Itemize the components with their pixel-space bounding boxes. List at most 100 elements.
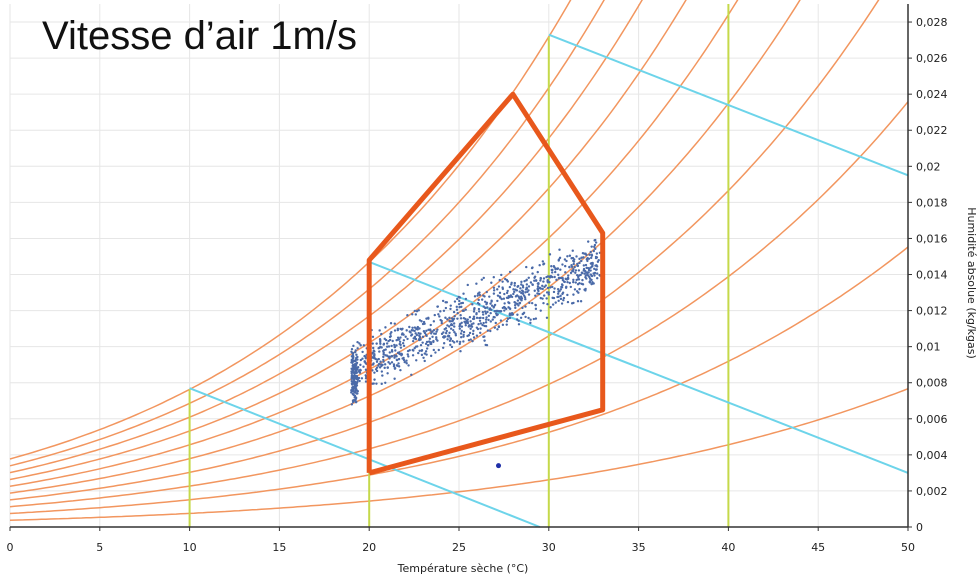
y-tick-label: 0,024 <box>916 88 948 101</box>
scatter-point <box>353 363 357 366</box>
scatter-point <box>529 318 532 321</box>
scatter-point <box>477 310 481 313</box>
scatter-point <box>384 381 387 384</box>
scatter-point <box>538 264 541 267</box>
scatter-point <box>380 370 384 373</box>
scatter-point <box>489 311 492 315</box>
scatter-point <box>559 288 563 291</box>
scatter-point <box>467 338 471 342</box>
scatter-point <box>458 340 462 344</box>
scatter-point <box>562 296 566 300</box>
scatter-point <box>375 382 378 385</box>
scatter-point <box>466 318 469 321</box>
enthalpy-line-0 <box>189 387 541 528</box>
scatter-point <box>373 371 376 374</box>
scatter-point <box>578 274 581 277</box>
scatter-point <box>498 295 501 298</box>
scatter-point <box>460 305 463 309</box>
x-tick-label: 25 <box>452 541 466 554</box>
scatter-point <box>574 281 577 284</box>
scatter-point <box>594 247 597 251</box>
scatter-point <box>556 292 560 295</box>
rh-curve-10 <box>9 388 909 521</box>
x-tick-label: 45 <box>811 541 825 554</box>
scatter-point <box>561 291 565 294</box>
scatter-point <box>350 350 353 353</box>
x-axis-label: Température sèche (°C) <box>397 562 529 575</box>
scatter-point <box>374 357 377 361</box>
scatter-point <box>389 335 392 338</box>
scatter-point <box>515 318 519 321</box>
scatter-point <box>517 319 520 323</box>
scatter-point <box>549 286 552 289</box>
scatter-point <box>575 255 578 258</box>
rh-curve-30 <box>9 101 909 508</box>
scatter-point <box>490 300 493 303</box>
scatter-point <box>353 350 357 354</box>
scatter-point <box>572 278 575 282</box>
scatter-point <box>542 301 545 305</box>
scatter-point <box>585 277 588 280</box>
scatter-point <box>395 339 398 342</box>
scatter-point <box>525 283 529 286</box>
scatter-point <box>388 357 391 360</box>
scatter-point <box>405 329 408 332</box>
scatter-point <box>439 318 442 322</box>
scatter-point <box>464 321 467 324</box>
scatter-point <box>496 328 499 331</box>
scatter-point <box>578 287 581 291</box>
scatter-point <box>359 363 362 367</box>
scatter-point <box>519 287 522 290</box>
scatter-point <box>476 327 480 331</box>
scatter-point <box>549 275 553 278</box>
scatter-point <box>498 291 502 295</box>
scatter-point <box>386 366 389 369</box>
scatter-point <box>496 294 500 297</box>
scatter-point <box>547 291 550 294</box>
scatter-point <box>438 315 441 318</box>
scatter-point <box>524 298 527 301</box>
scatter-point <box>393 322 396 325</box>
scatter-point <box>433 313 436 317</box>
scatter-point <box>557 299 560 303</box>
scatter-point <box>382 355 385 359</box>
scatter-point <box>522 294 526 297</box>
scatter-point <box>589 262 593 265</box>
scatter-point <box>358 371 362 374</box>
scatter-point <box>569 285 573 289</box>
scatter-point <box>517 295 520 298</box>
scatter-point <box>532 317 536 321</box>
scatter-point <box>516 299 520 302</box>
scatter-point <box>393 367 397 370</box>
scatter-point <box>355 353 358 356</box>
scatter-point <box>364 380 368 383</box>
scatter-point <box>523 279 526 283</box>
scatter-point <box>557 258 561 261</box>
scatter-point <box>508 316 512 320</box>
scatter-point <box>413 326 417 329</box>
scatter-point <box>508 285 512 289</box>
scatter-point <box>539 279 542 282</box>
scatter-point <box>575 290 579 293</box>
scatter-point <box>385 345 389 348</box>
scatter-point <box>513 284 516 287</box>
scatter-point <box>394 349 397 352</box>
scatter-point <box>556 267 559 271</box>
scatter-point <box>466 283 469 287</box>
scatter-point <box>448 316 451 320</box>
scatter-point <box>356 347 359 350</box>
scatter-point <box>573 265 576 269</box>
scatter-point <box>484 321 488 324</box>
scatter-point <box>515 289 519 292</box>
scatter-point <box>584 263 588 267</box>
scatter-point <box>479 322 483 325</box>
scatter-point <box>566 300 570 304</box>
scatter-point <box>363 354 366 358</box>
scatter-point <box>462 340 465 343</box>
scatter-point <box>393 343 396 347</box>
scatter-point <box>486 310 489 314</box>
scatter-point <box>397 362 400 365</box>
scatter-point <box>586 259 589 263</box>
scatter-point <box>559 276 563 280</box>
scatter-point <box>482 294 485 297</box>
